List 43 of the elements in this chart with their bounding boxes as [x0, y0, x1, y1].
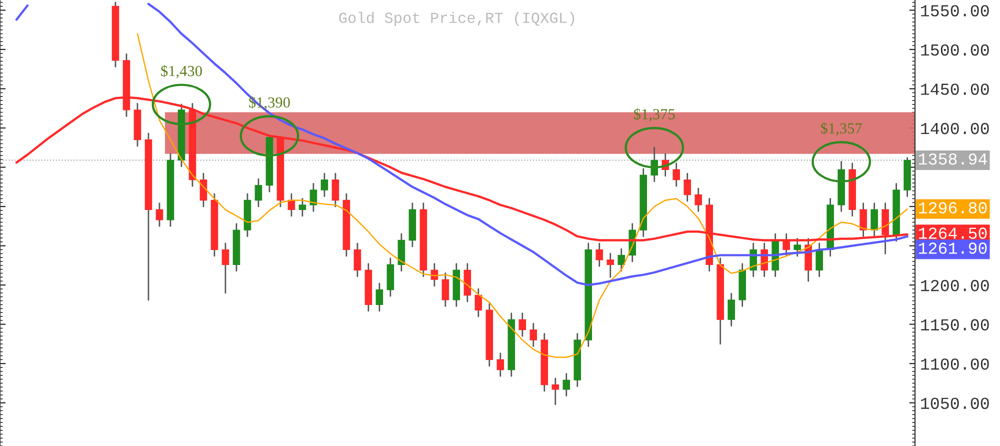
y-tick-label: 1050.00 — [921, 398, 989, 410]
candlestick — [254, 178, 262, 208]
candlestick — [530, 322, 538, 347]
candlestick — [860, 202, 867, 238]
y-tick-label: 1550.00 — [921, 5, 989, 16]
candlestick — [354, 242, 362, 278]
candlestick — [552, 378, 560, 406]
annotation: $1,430 — [161, 64, 202, 78]
y-tick-label: 1400.00 — [921, 122, 989, 134]
candlestick — [728, 292, 735, 327]
candlestick — [562, 373, 570, 396]
candlestick — [606, 252, 614, 278]
data-label: 1261.90 — [918, 242, 987, 254]
candlestick — [694, 188, 702, 212]
annotation: $1,375 — [634, 108, 675, 122]
candlestick — [298, 198, 306, 217]
candlestick — [442, 272, 450, 307]
candlestick — [310, 183, 318, 212]
text: Gold Spot Price,RT (IQXGL) — [339, 12, 574, 26]
candlestick — [618, 248, 626, 272]
line-series — [136, 33, 908, 358]
data-label: 1264.50 — [918, 228, 987, 239]
y-tick-label: 1200.00 — [921, 280, 989, 292]
y-tick-label: 1150.00 — [921, 319, 989, 330]
y-tick-label: 1100.00 — [921, 358, 989, 370]
candlestick — [496, 352, 504, 377]
annotation: $1,357 — [820, 122, 862, 136]
y-tick-label: 1450.00 — [921, 84, 989, 95]
candlestick — [222, 242, 230, 294]
candlestick — [794, 238, 801, 257]
candlestick — [684, 172, 691, 202]
candlestick — [156, 202, 164, 227]
candlestick — [672, 162, 680, 187]
candlestick — [320, 172, 328, 197]
ref-line-label: 1358.94 — [918, 153, 987, 165]
candlestick — [474, 288, 482, 318]
candlestick — [376, 282, 384, 312]
y-tick-label: 1500.00 — [921, 44, 989, 56]
candlestick — [870, 202, 878, 238]
candlestick — [518, 312, 526, 337]
data-label: 1296.80 — [918, 202, 987, 214]
candlestick — [332, 172, 340, 208]
candlestick — [816, 242, 823, 278]
